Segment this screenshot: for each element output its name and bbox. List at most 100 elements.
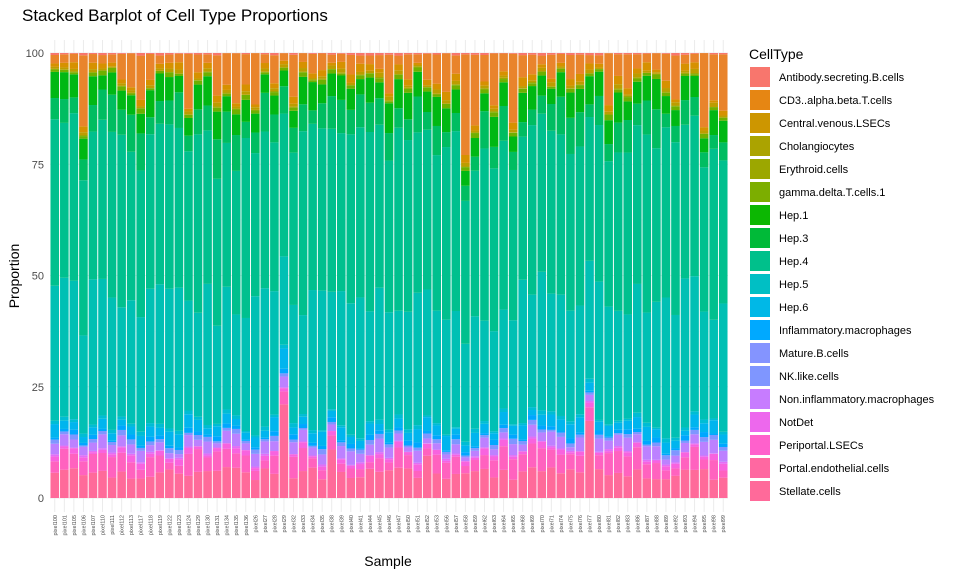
bar-segment <box>384 459 394 463</box>
bar-segment <box>632 81 642 104</box>
bar-segment <box>499 469 508 498</box>
bar-segment <box>718 115 728 118</box>
x-tick-label: pixel77 <box>588 515 594 532</box>
bar-segment <box>718 434 728 444</box>
legend-label: NK.like.cells <box>779 371 839 383</box>
bar-segment <box>69 468 79 498</box>
legend-swatch <box>750 67 770 87</box>
bar-segment <box>336 425 346 428</box>
bar-segment <box>451 427 461 429</box>
bar-segment <box>145 134 155 289</box>
bar-segment <box>432 155 442 311</box>
bar-segment <box>117 134 126 308</box>
bar-segment <box>461 162 470 167</box>
bar-segment <box>117 53 126 54</box>
bar-segment <box>470 448 480 451</box>
bar-segment <box>365 132 375 312</box>
bar-segment <box>251 53 260 105</box>
bar-segment <box>690 443 699 445</box>
bar-segment <box>661 442 671 454</box>
bar-segment <box>642 72 652 76</box>
bar-segment <box>671 448 680 451</box>
bar-segment <box>499 438 508 440</box>
bar-segment <box>317 128 327 291</box>
bar-segment <box>231 415 241 419</box>
bar-segment <box>346 53 356 55</box>
bar-segment <box>671 463 680 469</box>
bar-segment <box>661 53 671 81</box>
bar-segment <box>480 437 489 448</box>
bar-segment <box>480 433 489 436</box>
bar-segment <box>613 429 623 434</box>
legend-label: Hep.6 <box>779 302 808 314</box>
bar-segment <box>413 67 422 72</box>
x-tick-label: pixel112 <box>120 515 126 535</box>
bar-segment <box>413 447 422 451</box>
bar-segment <box>652 53 661 70</box>
bar-segment <box>107 62 117 67</box>
x-tick-label: pixel98 <box>712 515 718 532</box>
x-tick-label: pixel63 <box>492 515 498 532</box>
bar-segment <box>155 472 165 498</box>
bar-segment <box>613 84 623 89</box>
bar-segment <box>556 134 566 295</box>
bar-segment <box>623 418 633 421</box>
bar-segment <box>556 473 566 498</box>
bar-segment <box>79 457 88 462</box>
bar-segment <box>556 415 566 420</box>
bar-segment <box>489 53 499 106</box>
bar-segment <box>155 450 165 456</box>
bar-segment <box>384 462 394 471</box>
bar-segment <box>145 117 155 135</box>
bar-segment <box>709 479 718 498</box>
bar-segment <box>88 76 98 106</box>
bar-segment <box>718 431 728 435</box>
bar-segment <box>241 84 251 92</box>
bar-segment <box>422 417 432 431</box>
bar-segment <box>117 86 126 91</box>
bar-segment <box>575 88 585 113</box>
bar-segment <box>680 63 690 71</box>
legend-label: Portal.endothelial.cells <box>779 463 890 475</box>
x-tick-label: pixel86 <box>635 515 641 532</box>
bar-segment <box>652 74 661 79</box>
bar-segment <box>356 440 365 449</box>
bar-segment <box>671 455 680 463</box>
bar-segment <box>212 451 222 471</box>
bar-segment <box>547 426 556 430</box>
bar-segment <box>279 404 289 498</box>
bar-segment <box>79 446 88 456</box>
bar-segment <box>279 70 289 87</box>
bar-segment <box>680 442 690 453</box>
bar-segment <box>60 62 69 68</box>
bar-segment <box>461 53 470 55</box>
bar-segment <box>566 153 575 311</box>
bar-segment <box>652 148 661 302</box>
bar-segment <box>117 419 126 426</box>
bar-segment <box>117 416 126 420</box>
bar-segment <box>547 447 556 450</box>
bar-segment <box>642 62 652 71</box>
bar-segment <box>79 461 88 476</box>
x-tick-label: pixel95 <box>702 515 708 532</box>
legend-label: CD3..alpha.beta.T.cells <box>779 95 893 107</box>
bar-segment <box>375 438 384 453</box>
bar-segment <box>661 92 671 97</box>
bar-segment <box>623 97 633 102</box>
bar-segment <box>251 468 260 471</box>
bar-segment <box>623 451 633 453</box>
bar-segment <box>613 152 623 311</box>
bar-segment <box>709 439 718 454</box>
bar-segment <box>556 53 566 54</box>
bar-segment <box>489 168 499 332</box>
bar-segment <box>413 53 422 55</box>
x-tick-label: pixel26 <box>253 515 259 532</box>
legend-label: gamma.delta.T.cells.1 <box>779 187 885 199</box>
bar-segment <box>117 435 126 447</box>
bar-segment <box>661 127 671 298</box>
bar-segment <box>136 170 146 318</box>
bar-segment <box>527 443 537 468</box>
bar-segment <box>375 124 384 288</box>
bar-segment <box>98 434 107 449</box>
bar-segment <box>403 445 413 448</box>
